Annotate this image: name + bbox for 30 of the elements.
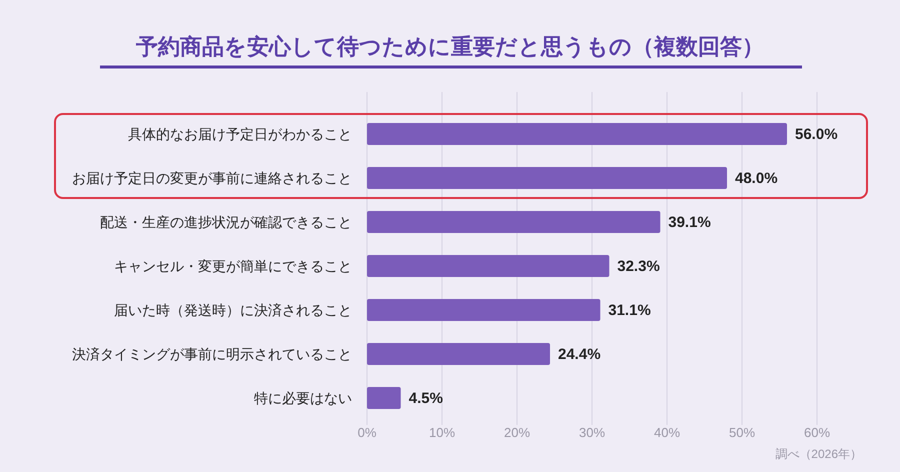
bar — [367, 387, 401, 409]
x-tick-label: 40% — [654, 425, 680, 440]
y-tick-label: 届いた時（発送時）に決済されること — [114, 302, 352, 318]
x-tick-label: 10% — [428, 425, 456, 440]
x-tick-label: 60% — [804, 425, 830, 440]
bar — [367, 123, 787, 145]
y-tick-label: 具体的なお届け予定日がわかること — [128, 126, 352, 142]
y-tick-label: キャンセル・変更が簡単にできること — [114, 258, 352, 274]
chart-title: 予約商品を安心して待つために重要だと思うもの（複数回答） — [135, 34, 764, 59]
bar — [367, 167, 727, 189]
y-tick-label: お届け予定日の変更が事前に連絡されること — [72, 170, 352, 186]
y-tick-label: 配送・生産の進捗状況が確認できること — [100, 214, 352, 230]
bar — [367, 211, 660, 233]
text: 調べ（2026年） — [775, 447, 862, 461]
bar — [367, 343, 550, 365]
data-label: 4.5% — [408, 390, 443, 407]
x-tick-label: 20% — [504, 425, 530, 440]
data-label: 24.4% — [558, 346, 601, 363]
data-label: 39.1% — [668, 214, 711, 231]
bar — [367, 299, 600, 321]
x-tick-label: 0% — [358, 425, 377, 440]
data-label: 48.0% — [735, 170, 778, 187]
x-tick-label: 50% — [728, 425, 756, 440]
x-tick-label: 30% — [578, 425, 606, 440]
data-label: 56.0% — [795, 126, 838, 143]
y-tick-label: 決済タイミングが事前に明示されていること — [72, 346, 352, 362]
y-tick-label: 特に必要はない — [254, 390, 352, 406]
bar — [367, 255, 610, 277]
data-label: 31.1% — [608, 302, 651, 319]
data-label: 32.3% — [617, 258, 660, 275]
